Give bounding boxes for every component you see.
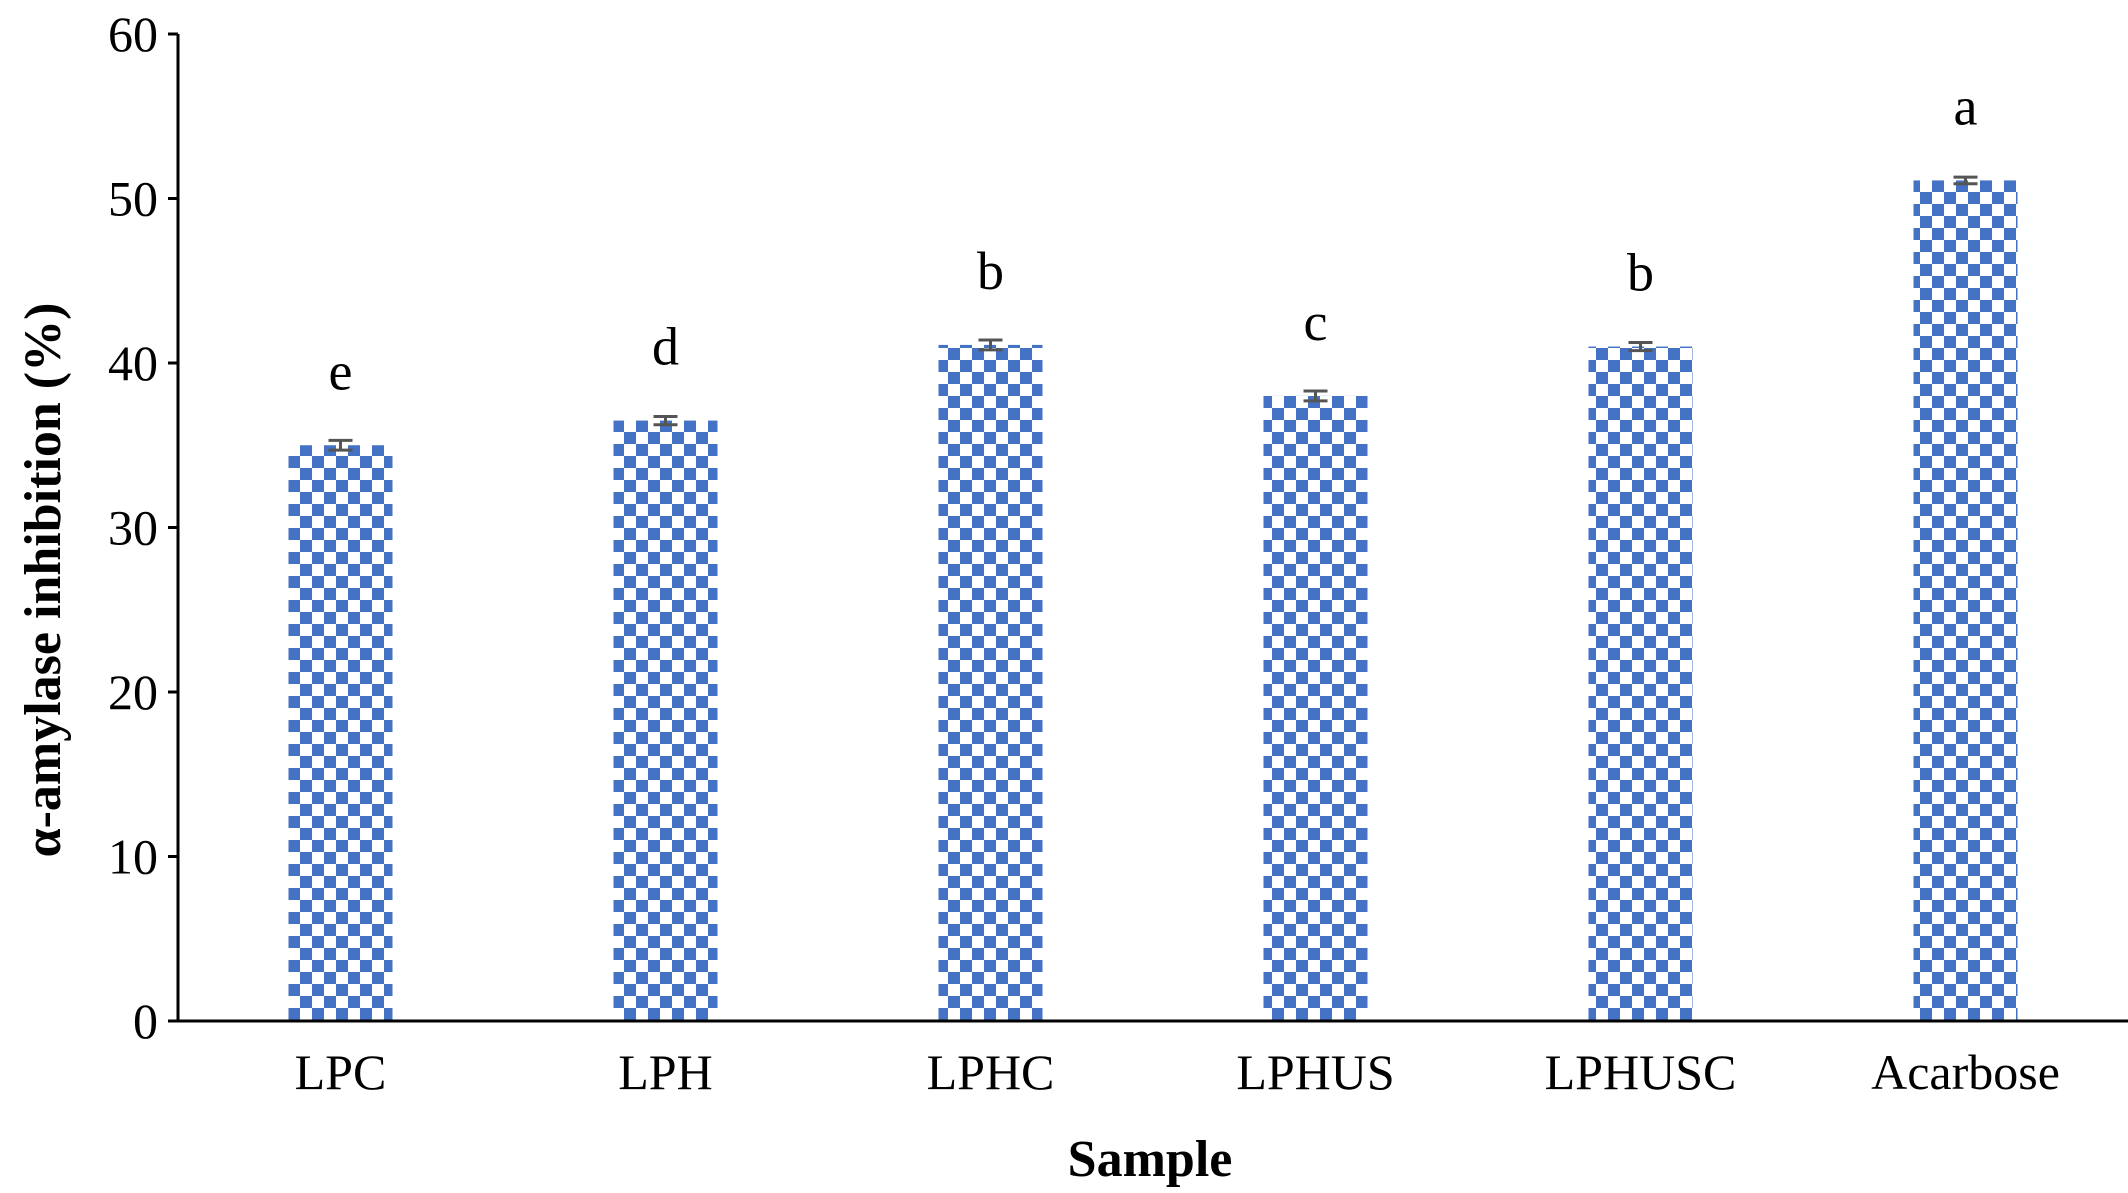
y-tick-label: 10: [108, 829, 158, 885]
significance-letter-lphus: c: [1304, 292, 1328, 352]
x-tick-label-lph: LPH: [618, 1044, 712, 1100]
x-axis-title: Sample: [1068, 1131, 1233, 1188]
axes-layer: [168, 32, 2128, 1023]
y-tick-label: 40: [108, 335, 158, 391]
error-bars-layer: [328, 175, 1978, 452]
y-axis-title: α-amylase inhibition (%): [15, 303, 72, 858]
error-bar-lphusc: [1628, 340, 1653, 353]
error-bar-lpc: [328, 438, 353, 452]
significance-letter-acarbose: a: [1954, 76, 1978, 136]
y-tick-label: 50: [108, 171, 158, 227]
y-tick-label: 30: [108, 500, 158, 556]
significance-letter-lphc: b: [977, 241, 1004, 301]
x-tick-label-lphus: LPHUS: [1236, 1044, 1394, 1100]
y-tick-label: 60: [108, 6, 158, 62]
x-tick-label-lpc: LPC: [295, 1044, 387, 1100]
error-bar-lphus: [1303, 389, 1328, 403]
labels-layer: e LPC d LPH b LPHC c LPHUS b LPHUSC a Acarbose 0 10 20…: [108, 6, 2060, 1100]
bar-lphus: [1263, 395, 1368, 1021]
significance-letter-lpc: e: [329, 341, 353, 401]
bars-layer: [288, 180, 2018, 1021]
x-tick-label-lphusc: LPHUSC: [1545, 1044, 1737, 1100]
significance-letter-lphusc: b: [1627, 243, 1654, 303]
error-bar-acarbose: [1953, 175, 1978, 186]
y-tick-label: 20: [108, 664, 158, 720]
error-bar-lph: [653, 414, 678, 427]
y-tick-label: 0: [133, 993, 158, 1049]
x-tick-label-lphc: LPHC: [927, 1044, 1055, 1100]
x-tick-label-acarbose: Acarbose: [1871, 1044, 2060, 1100]
bar-lphc: [938, 344, 1043, 1021]
bar-lphusc: [1588, 346, 1693, 1021]
bar-lpc: [288, 445, 393, 1021]
significance-letter-lph: d: [652, 317, 679, 377]
error-bar-lphc: [978, 338, 1003, 352]
bar-lph: [613, 420, 718, 1021]
bar-acarbose: [1913, 180, 2018, 1021]
